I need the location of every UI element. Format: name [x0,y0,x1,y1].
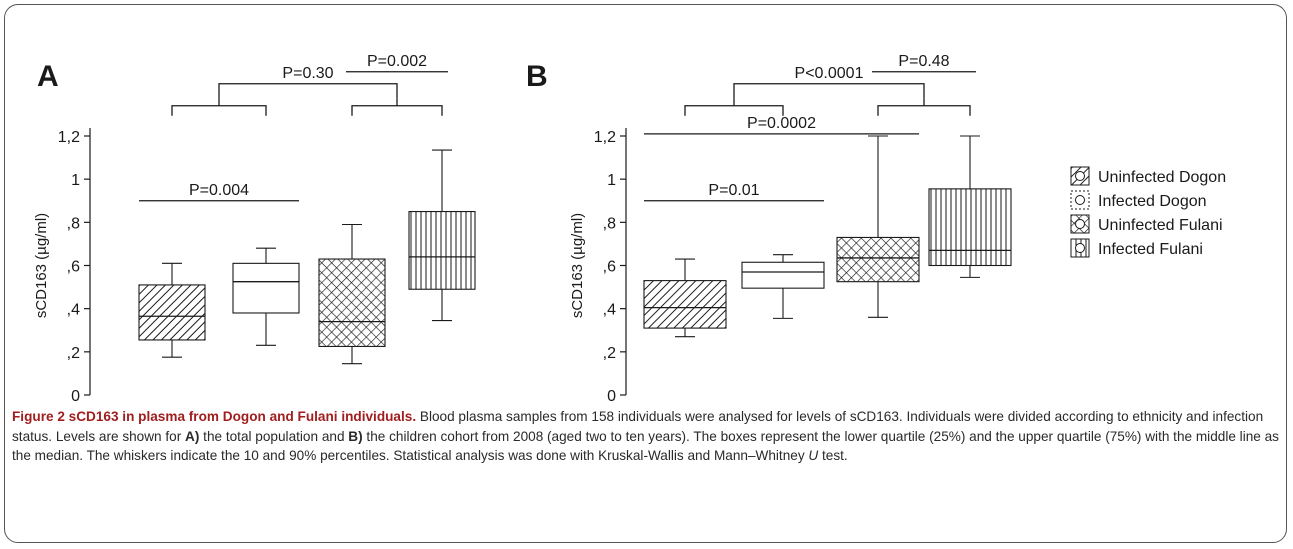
overall-bracket [733,83,925,99]
p-value-label: P=0.004 [189,182,249,199]
y-tick-label: ,8 [67,215,80,232]
legend-marker [1075,171,1085,181]
y-tick-label: ,4 [603,302,616,319]
legend-marker [1075,243,1085,253]
legend-label: Infected Fulani [1098,241,1203,258]
box-vert [408,210,476,290]
y-tick-label: ,6 [603,259,616,276]
n-value: 14 [961,403,979,405]
y-tick-label: ,2 [67,345,80,362]
n-value: 46 [163,403,181,405]
box-cross [318,258,386,347]
y-tick-label: 1 [607,172,616,189]
box-diag [138,284,206,341]
y-tick-label: ,8 [603,215,616,232]
figure-frame [4,4,1287,543]
legend-label: Uninfected Dogon [1098,169,1226,186]
y-tick-label: ,2 [603,345,616,362]
legend-marker [1075,195,1085,205]
overall-bracket [218,83,398,99]
significance-bracket [351,105,443,116]
significance-bracket [877,105,971,116]
box-none [741,261,825,289]
p-value-label: P=0.48 [898,53,949,70]
legend-label: Uninfected Fulani [1098,217,1223,234]
panel-a-chart: A 0 ,2 ,4 ,6 ,8 1 1,2 sCD163 (µg/ml) n = 46 40 53 19 P… [33,53,476,405]
p-value-label: P=0.30 [282,65,333,82]
p-value-label: P=0.01 [708,182,759,199]
caption-title: Figure 2 sCD163 in plasma from Dogon and… [12,409,417,424]
caption-italic-u: U [808,448,819,463]
y-axis-label: sCD163 (µg/ml) [33,213,50,318]
panel-label: A [37,60,59,93]
panel-b-chart: B 0 ,2 ,4 ,6 ,8 1 1,2 sCD163 (µg/ml) n = 20 20 22 14 P… [526,53,1012,405]
significance-bracket [684,98,784,116]
box-none [232,262,300,314]
caption-text-2: the total population and [199,428,349,444]
y-tick-label: 1 [71,172,80,189]
legend-marker [1075,219,1085,229]
box-cross [836,236,920,283]
p-value-label: P=0.0002 [747,115,816,132]
n-value: 19 [433,403,451,405]
box-diag [643,280,727,329]
legend: Uninfected Dogon Infected Dogon Uninfected… [1070,166,1226,258]
n-prefix: n = [632,403,655,405]
y-tick-label: ,6 [67,259,80,276]
n-prefix: n = [94,403,117,405]
box-vert [928,188,1012,267]
y-tick-label: 1,2 [594,129,616,146]
n-value: 20 [676,403,694,405]
caption-text-1: Blood plasma samples from 158 individual… [12,409,1264,444]
n-value: 22 [869,403,887,405]
caption-text-3: the children cohort from 2008 (aged two … [12,428,1279,464]
caption-bold-b: B) [348,428,363,444]
p-value-label: P=0.002 [367,53,427,70]
y-tick-label: 1,2 [58,129,80,146]
n-value: 20 [774,403,792,405]
n-value: 53 [343,403,361,405]
caption-bold-a: A) [185,428,200,444]
y-tick-label: ,4 [67,302,80,319]
y-tick-label: 0 [71,388,80,405]
n-value: 40 [257,403,275,405]
panel-label: B [526,60,548,93]
y-tick-label: 0 [607,388,616,405]
figure-caption: Figure 2 sCD163 in plasma from Dogon and… [12,407,1280,466]
significance-bracket [171,98,267,116]
legend-label: Infected Dogon [1098,193,1207,210]
caption-text-4: test. [818,448,848,463]
p-value-label: P<0.0001 [795,65,864,82]
y-axis-label: sCD163 (µg/ml) [569,213,586,318]
